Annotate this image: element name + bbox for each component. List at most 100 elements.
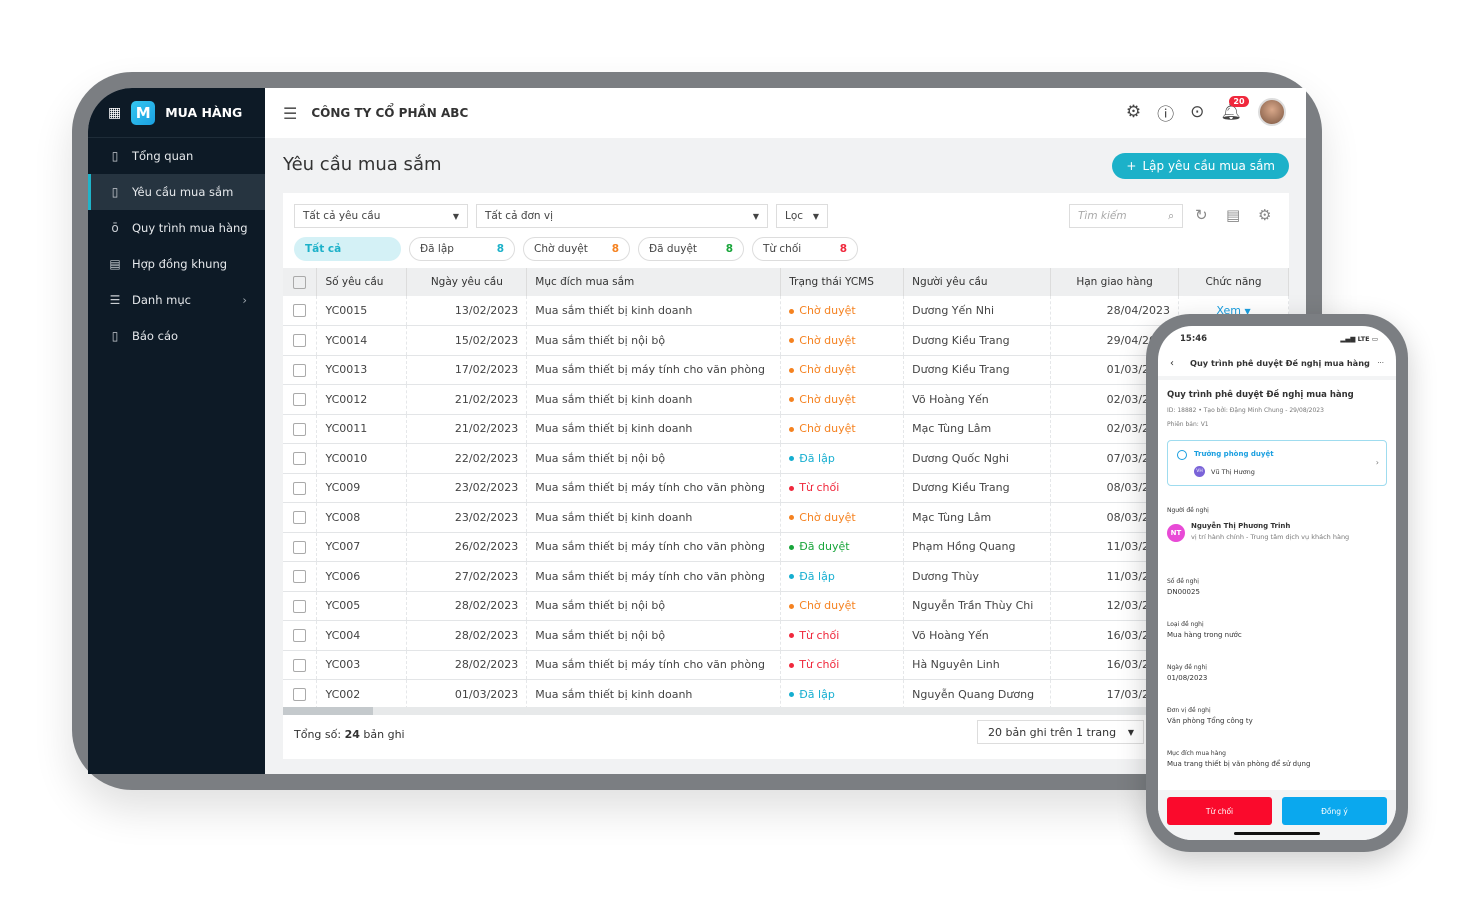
table-row[interactable]: YC004 28/02/2023 Mua sắm thiết bị nội bộ…	[283, 620, 1289, 651]
column-header[interactable]: Hạn giao hàng	[1050, 268, 1180, 296]
status-dot-icon	[789, 308, 795, 314]
apps-grid-icon[interactable]: ▦	[108, 104, 122, 121]
table-row[interactable]: YC005 28/02/2023 Mua sắm thiết bị nội bộ…	[283, 591, 1289, 621]
more-icon[interactable]: ···	[1377, 359, 1384, 367]
column-header[interactable]: Chức năng	[1178, 268, 1289, 296]
requester: Dương Quốc Nghi	[903, 443, 1052, 474]
table-row[interactable]: YC0015 13/02/2023 Mua sắm thiết bị kinh …	[283, 296, 1289, 326]
chip-count: 8	[611, 243, 619, 255]
sidebar-item[interactable]: ☰ Danh mục ›	[88, 282, 265, 318]
hamburger-menu-icon[interactable]: ☰	[283, 103, 298, 123]
column-header[interactable]: Mục đích mua sắm	[526, 268, 782, 296]
reject-button[interactable]: Từ chối	[1167, 797, 1272, 825]
step-name: Trưởng phòng duyệt	[1194, 450, 1274, 458]
sidebar-item-label: Quy trình mua hàng	[132, 221, 248, 235]
row-checkbox[interactable]	[283, 679, 318, 710]
row-checkbox[interactable]	[283, 532, 318, 562]
requests-table: Số yêu cầu Ngày yêu cầu Mục đích mua sắm Tr…	[283, 268, 1289, 710]
add-request-button[interactable]: + Lập yêu cầu mua sắm	[1112, 153, 1289, 179]
unit-select[interactable]: Tất cả đơn vị ▼	[476, 204, 768, 228]
request-id: YC0015	[316, 296, 408, 326]
column-header[interactable]: Số yêu cầu	[316, 268, 408, 296]
more-icon[interactable]: ⊙	[1190, 102, 1205, 122]
status-filter-chip[interactable]: Từ chối 8	[752, 237, 858, 261]
purpose: Mua sắm thiết bị nội bộ	[526, 325, 782, 356]
bell-icon[interactable]: 🔔︎ 20	[1220, 96, 1249, 122]
field-value: 01/08/2023	[1167, 674, 1208, 682]
status-dot-icon	[789, 397, 795, 403]
chip-label: Tất cả	[305, 243, 342, 255]
table-row[interactable]: YC008 23/02/2023 Mua sắm thiết bị kinh d…	[283, 502, 1289, 533]
row-checkbox[interactable]	[283, 561, 318, 592]
home-indicator	[1234, 832, 1320, 835]
row-checkbox[interactable]	[283, 325, 318, 356]
request-type-select[interactable]: Tất cả yêu cầu ▼	[294, 204, 468, 228]
row-checkbox[interactable]	[283, 502, 318, 533]
table-settings-icon[interactable]: ⚙	[1258, 206, 1272, 224]
column-header[interactable]: Ngày yêu cầu	[406, 268, 528, 296]
row-checkbox[interactable]	[283, 443, 318, 474]
table-row[interactable]: YC0011 21/02/2023 Mua sắm thiết bị kinh …	[283, 414, 1289, 444]
table-row[interactable]: YC0013 17/02/2023 Mua sắm thiết bị máy t…	[283, 355, 1289, 385]
request-date: 21/02/2023	[406, 384, 528, 415]
settings-icon[interactable]: ⚙	[1125, 102, 1142, 122]
requester: Phạm Hồng Quang	[903, 532, 1052, 562]
sidebar-item[interactable]: ▯ Tổng quan	[88, 138, 265, 174]
table-row[interactable]: YC007 26/02/2023 Mua sắm thiết bị máy tí…	[283, 532, 1289, 562]
row-checkbox[interactable]	[283, 384, 318, 415]
row-checkbox[interactable]	[283, 296, 318, 326]
phone-header-title: Quy trình phê duyệt Đề nghị mua hàng	[1190, 358, 1370, 368]
horizontal-scrollbar[interactable]	[283, 707, 1289, 715]
status-filter-chip[interactable]: Đã duyệt 8	[638, 237, 744, 261]
topbar: ☰ CÔNG TY CỔ PHẦN ABC ⚙ ⓘ ⊙ 🔔︎ 20	[265, 88, 1306, 138]
table-row[interactable]: YC003 28/02/2023 Mua sắm thiết bị máy tí…	[283, 650, 1289, 680]
company-name: CÔNG TY CỔ PHẦN ABC	[311, 106, 469, 120]
purpose: Mua sắm thiết bị máy tính cho văn phòng	[526, 561, 782, 592]
table-row[interactable]: YC0014 15/02/2023 Mua sắm thiết bị nội b…	[283, 325, 1289, 356]
page-size-select[interactable]: 20 bản ghi trên 1 trang ▼	[977, 720, 1144, 744]
table-row[interactable]: YC0010 22/02/2023 Mua sắm thiết bị nội b…	[283, 443, 1289, 474]
row-checkbox[interactable]	[283, 591, 318, 621]
status-filter-chip[interactable]: Đã lập 8	[409, 237, 515, 261]
table-row[interactable]: YC0012 21/02/2023 Mua sắm thiết bị kinh …	[283, 384, 1289, 415]
request-date: 27/02/2023	[406, 561, 528, 592]
help-icon[interactable]: ⓘ	[1157, 104, 1175, 125]
sidebar-item[interactable]: ▯ Yêu cầu mua sắm	[88, 174, 265, 210]
approval-step[interactable]: Trưởng phòng duyệt VH Vũ Thị Hương ›	[1167, 440, 1387, 486]
select-all-checkbox[interactable]	[283, 268, 318, 296]
column-header[interactable]: Trạng thái YCMS	[780, 268, 905, 296]
sidebar-item[interactable]: ▯ Báo cáo	[88, 318, 265, 354]
sidebar-item[interactable]: ō Quy trình mua hàng	[88, 210, 265, 246]
status-filter-chip[interactable]: Tất cả	[294, 237, 401, 261]
row-checkbox[interactable]	[283, 355, 318, 385]
table-row[interactable]: YC006 27/02/2023 Mua sắm thiết bị máy tí…	[283, 561, 1289, 592]
user-avatar[interactable]	[1258, 98, 1286, 126]
tablet-screen: ▦ M MUA HÀNG ▯ Tổng quan ▯ Yêu cầu mua sắm ō…	[88, 88, 1306, 774]
caret-down-icon: ▼	[812, 211, 819, 221]
process-title: Quy trình phê duyệt Đề nghị mua hàng	[1167, 390, 1354, 400]
row-checkbox[interactable]	[283, 414, 318, 444]
request-date: 28/02/2023	[406, 650, 528, 680]
status-dot-icon	[789, 544, 795, 550]
sidebar-item[interactable]: ▤ Hợp đồng khung	[88, 246, 265, 282]
row-checkbox[interactable]	[283, 473, 318, 503]
process-meta: ID: 18882 • Tạo bởi: Đặng Minh Chung - 2…	[1167, 407, 1324, 414]
clipboard-chart-icon: ▯	[111, 149, 119, 163]
status-filter-chip[interactable]: Chờ duyệt 8	[523, 237, 630, 261]
table-row[interactable]: YC009 23/02/2023 Mua sắm thiết bị máy tí…	[283, 473, 1289, 503]
status-dot-icon	[789, 338, 795, 344]
filter-select[interactable]: Lọc ▼	[776, 204, 828, 228]
column-header[interactable]: Người yêu cầu	[903, 268, 1052, 296]
requester: Nguyễn Trần Thùy Chi	[903, 591, 1052, 621]
sidebar-item-label: Báo cáo	[132, 329, 179, 343]
approve-button[interactable]: Đồng ý	[1282, 797, 1387, 825]
excel-export-icon[interactable]: ▤	[1226, 206, 1241, 224]
row-checkbox[interactable]	[283, 620, 318, 651]
table-row[interactable]: YC002 01/03/2023 Mua sắm thiết bị kinh d…	[283, 679, 1289, 710]
row-checkbox[interactable]	[283, 650, 318, 680]
back-icon[interactable]: ‹	[1170, 357, 1174, 369]
contract-icon: ▤	[109, 257, 121, 271]
refresh-icon[interactable]: ↻	[1195, 206, 1208, 224]
search-input[interactable]: Tìm kiếm ⌕	[1069, 204, 1183, 228]
status-dot-icon	[789, 633, 795, 639]
